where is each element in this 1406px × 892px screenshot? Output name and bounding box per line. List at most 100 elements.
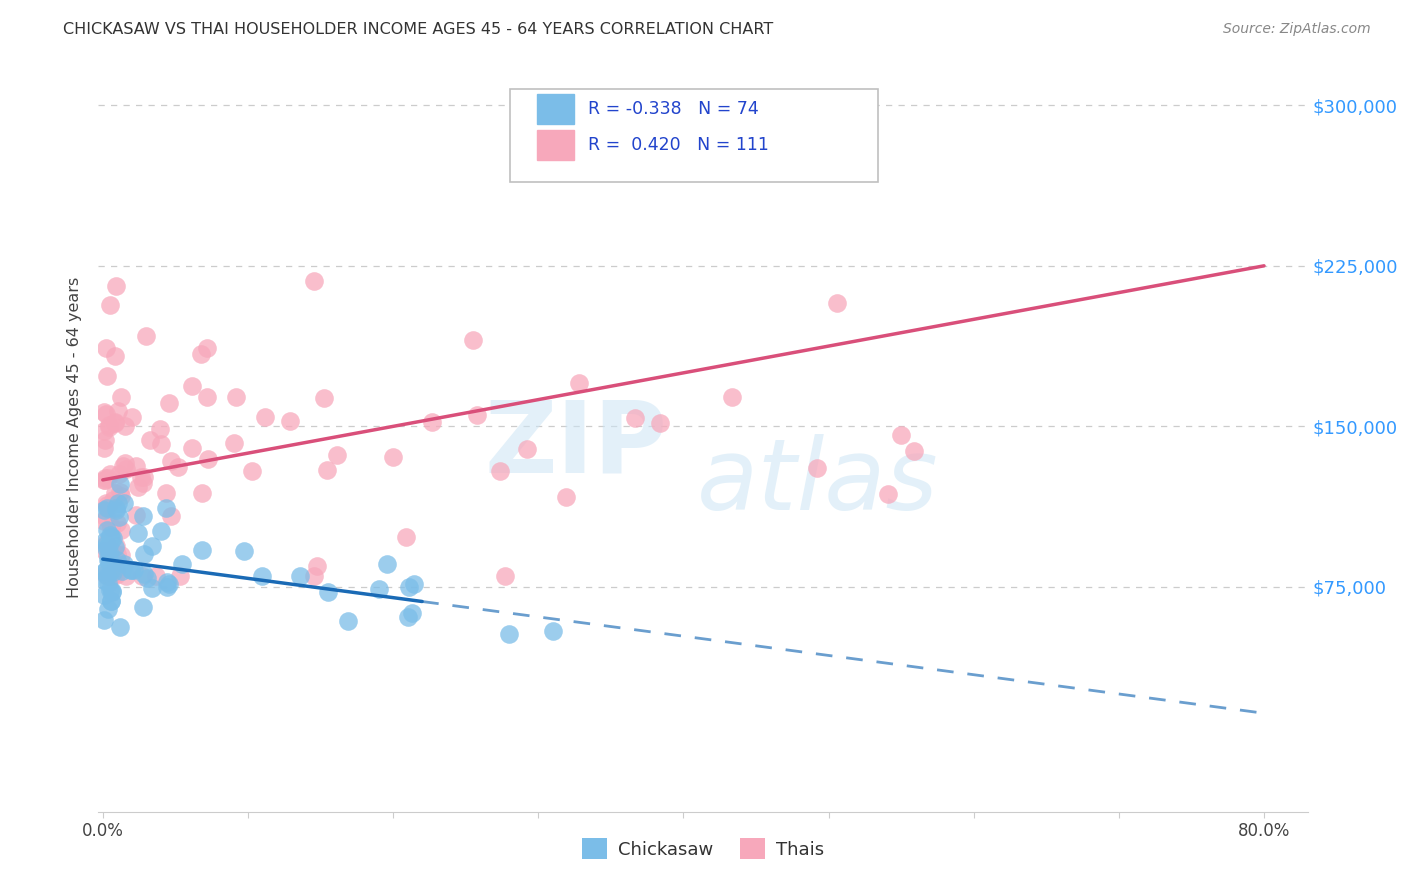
Point — [395, 530, 418, 544]
Point — [101, 565, 124, 579]
Point — [94, 474, 117, 488]
Point — [100, 520, 122, 534]
Point — [250, 568, 273, 582]
Point — [94, 541, 117, 555]
Point — [111, 458, 134, 473]
Point — [97, 545, 120, 559]
Point — [312, 391, 335, 405]
Point — [155, 486, 177, 500]
Point — [167, 459, 190, 474]
Point — [145, 569, 167, 583]
Point — [111, 564, 134, 578]
Point — [97, 417, 120, 432]
Point — [242, 464, 264, 478]
Point — [110, 620, 132, 634]
Point — [104, 416, 127, 430]
Point — [402, 576, 425, 591]
Point — [104, 501, 127, 516]
Bar — [537, 130, 574, 160]
Point — [97, 602, 120, 616]
Point — [103, 566, 125, 581]
Point — [278, 414, 301, 428]
Point — [98, 297, 121, 311]
Point — [98, 536, 121, 550]
Point — [104, 502, 127, 516]
Point — [96, 369, 118, 384]
Point — [93, 405, 115, 419]
Point — [98, 556, 121, 570]
Point — [93, 514, 115, 528]
Point — [107, 404, 129, 418]
Point — [98, 528, 121, 542]
Point — [97, 471, 120, 485]
Point — [93, 441, 115, 455]
Point — [224, 436, 246, 450]
Point — [136, 571, 159, 585]
Point — [125, 508, 148, 522]
Text: atlas: atlas — [697, 434, 939, 531]
Point — [104, 541, 127, 555]
Point — [101, 569, 124, 583]
Point — [105, 547, 128, 561]
Point — [101, 492, 124, 507]
Point — [132, 476, 155, 491]
Point — [100, 518, 122, 533]
Point — [110, 489, 132, 503]
Point — [121, 410, 143, 425]
Bar — [537, 94, 574, 124]
Point — [103, 531, 125, 545]
Point — [367, 582, 389, 596]
Point — [105, 567, 128, 582]
Point — [93, 503, 115, 517]
Point — [648, 417, 671, 431]
Point — [157, 396, 180, 410]
Point — [96, 568, 118, 582]
Point — [94, 533, 117, 548]
Point — [120, 562, 142, 576]
Point — [96, 523, 118, 537]
Point — [94, 538, 117, 552]
Point — [122, 563, 145, 577]
Point — [225, 390, 247, 404]
Point — [325, 448, 347, 462]
Point — [98, 569, 121, 583]
Point — [375, 557, 398, 571]
Point — [107, 496, 129, 510]
Point — [129, 470, 152, 484]
Point — [141, 539, 163, 553]
Point — [233, 544, 256, 558]
Point — [93, 424, 115, 438]
Point — [98, 547, 121, 561]
Point — [103, 486, 125, 500]
Legend: Chickasaw, Thais: Chickasaw, Thais — [575, 831, 831, 866]
Point — [305, 559, 328, 574]
Point — [254, 410, 277, 425]
Point — [98, 467, 121, 482]
Point — [463, 333, 485, 347]
Point — [94, 544, 117, 558]
Point — [498, 627, 520, 641]
Point — [100, 583, 122, 598]
Point — [93, 565, 115, 579]
Point — [825, 296, 848, 310]
Point — [98, 582, 121, 597]
Point — [903, 443, 925, 458]
Point — [96, 563, 118, 577]
Point — [110, 485, 132, 500]
Point — [806, 460, 828, 475]
Point — [302, 569, 325, 583]
Point — [105, 553, 128, 567]
Point — [100, 569, 122, 583]
Point — [114, 496, 136, 510]
Point — [114, 456, 136, 470]
Point — [150, 437, 173, 451]
Point — [555, 491, 578, 505]
Point — [197, 452, 219, 467]
Point — [105, 516, 128, 530]
Point — [465, 409, 488, 423]
Point — [132, 599, 155, 614]
Point — [877, 486, 900, 500]
Point — [316, 584, 339, 599]
Point — [190, 347, 212, 361]
Point — [139, 433, 162, 447]
